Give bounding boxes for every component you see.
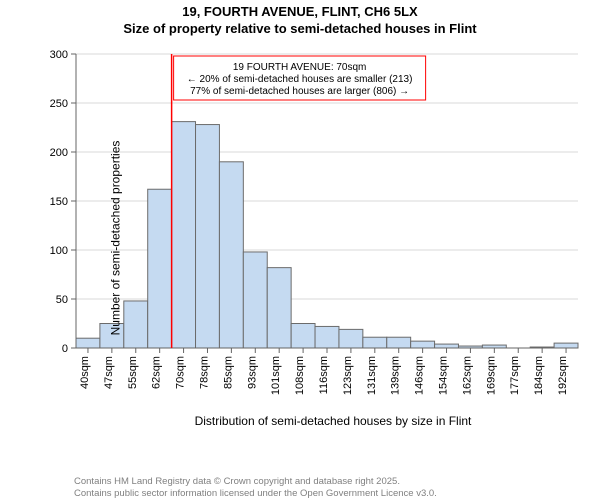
svg-text:70sqm: 70sqm [175, 356, 187, 389]
svg-text:108sqm: 108sqm [294, 356, 306, 395]
svg-text:78sqm: 78sqm [198, 356, 210, 389]
svg-text:123sqm: 123sqm [342, 356, 354, 395]
svg-text:50: 50 [56, 294, 68, 306]
svg-text:85sqm: 85sqm [222, 356, 234, 389]
svg-text:146sqm: 146sqm [414, 356, 426, 395]
footer-line2: Contains public sector information licen… [74, 488, 437, 500]
svg-text:93sqm: 93sqm [246, 356, 258, 389]
svg-text:40sqm: 40sqm [79, 356, 91, 389]
chart-title-line1: 19, FOURTH AVENUE, FLINT, CH6 5LX [0, 4, 600, 19]
svg-text:100: 100 [50, 245, 68, 257]
svg-text:47sqm: 47sqm [103, 356, 115, 389]
svg-text:200: 200 [50, 147, 68, 159]
svg-text:62sqm: 62sqm [151, 356, 163, 389]
svg-text:131sqm: 131sqm [366, 356, 378, 395]
svg-text:19 FOURTH AVENUE: 70sqm: 19 FOURTH AVENUE: 70sqm [233, 62, 367, 73]
svg-text:177sqm: 177sqm [509, 356, 521, 395]
svg-text:184sqm: 184sqm [533, 356, 545, 395]
y-axis-label: Number of semi-detached properties [108, 141, 122, 336]
footer-attribution: Contains HM Land Registry data © Crown c… [74, 476, 437, 500]
svg-text:250: 250 [50, 98, 68, 110]
svg-text:0: 0 [62, 343, 68, 355]
svg-text:192sqm: 192sqm [557, 356, 569, 395]
chart-title-line2: Size of property relative to semi-detach… [0, 21, 600, 36]
svg-text:162sqm: 162sqm [461, 356, 473, 395]
svg-text:← 20% of semi-detached houses: ← 20% of semi-detached houses are smalle… [187, 74, 413, 85]
svg-text:154sqm: 154sqm [438, 356, 450, 395]
svg-text:101sqm: 101sqm [270, 356, 282, 395]
svg-text:77% of semi-detached houses ar: 77% of semi-detached houses are larger (… [190, 86, 409, 97]
svg-text:300: 300 [50, 49, 68, 61]
footer-line1: Contains HM Land Registry data © Crown c… [74, 476, 437, 488]
x-axis-label: Distribution of semi-detached houses by … [78, 414, 588, 428]
svg-text:139sqm: 139sqm [390, 356, 402, 395]
svg-text:116sqm: 116sqm [318, 356, 330, 394]
chart-container: Number of semi-detached properties 0 50 10… [28, 48, 588, 428]
svg-text:55sqm: 55sqm [127, 356, 139, 389]
svg-text:169sqm: 169sqm [485, 356, 497, 395]
svg-text:150: 150 [50, 196, 68, 208]
